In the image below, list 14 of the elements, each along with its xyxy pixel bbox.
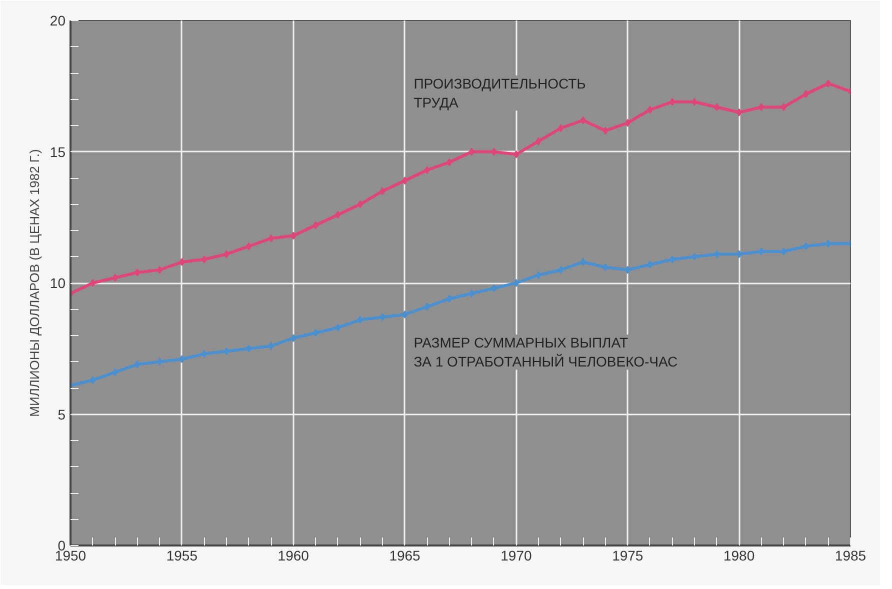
x-tick-label: 1985 (834, 548, 866, 564)
x-tick-label: 1960 (278, 548, 310, 564)
y-tick-label: 20 (50, 12, 66, 28)
y-axis-title: МИЛЛИОНЫ ДОЛЛАРОВ (В ЦЕНАХ 1982 Г.) (26, 149, 42, 417)
x-tick-label: 1970 (500, 548, 532, 564)
series-label: РАЗМЕР СУММАРНЫХ ВЫПЛАТ ЗА 1 ОТРАБОТАННЫЙ ЧЕЛОВЕКО-ЧАС (414, 334, 678, 370)
y-tick-label: 5 (58, 406, 66, 422)
x-tick-label: 1975 (612, 548, 644, 564)
x-tick-label: 1980 (724, 548, 755, 564)
x-tick-label: 1965 (389, 548, 421, 564)
y-tick-label: 15 (50, 144, 66, 160)
series-label: ПРОИЗВОДИТЕЛЬНОСТЬ ТРУДА (414, 75, 586, 111)
x-tick-label: 1955 (166, 548, 198, 564)
y-tick-label: 10 (50, 275, 66, 291)
